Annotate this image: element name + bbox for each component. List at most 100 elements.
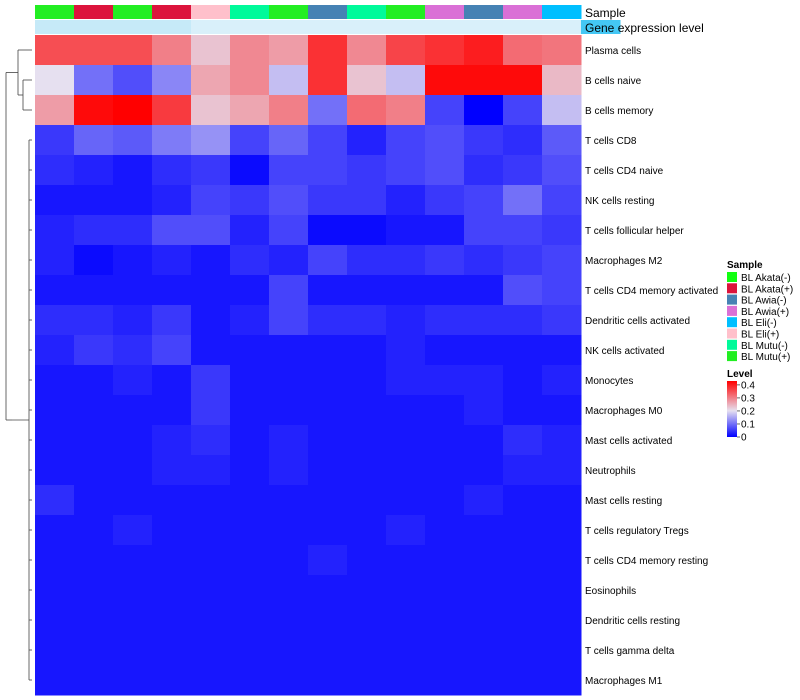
heatmap-cell [74,425,114,456]
sample-annotation-cell [503,5,543,19]
sample-legend-swatch [727,272,737,282]
heatmap-cell [74,245,114,276]
heatmap-cell [542,665,582,696]
heatmap-cell [35,215,75,246]
level-legend-title: Level [727,369,753,380]
heatmap-cell [269,605,309,636]
heatmap-cell [35,125,75,156]
heatmap-cell [113,335,153,366]
heatmap-cell [35,365,75,396]
heatmap-cell [152,425,192,456]
heatmap-cell [230,305,270,336]
heatmap-cell [230,665,270,696]
row-label: Eosinophils [585,586,636,597]
heatmap-cell [464,365,504,396]
heatmap-cell [542,485,582,516]
heatmap-cell [113,65,153,96]
heatmap-cell [269,575,309,606]
level-legend-tick-label: 0.4 [741,380,755,391]
heatmap-cell [152,125,192,156]
heatmap-cell [113,485,153,516]
sample-annotation-cell [464,5,504,19]
heatmap-cell [269,245,309,276]
sample-legend-label: BL Awia(-) [741,296,787,307]
heatmap-cell [191,605,231,636]
heatmap-cell [464,275,504,306]
heatmap-cell [191,185,231,216]
heatmap-cell [542,515,582,546]
heatmap-cell [542,155,582,186]
heatmap-cell [35,155,75,186]
heatmap-cell [74,95,114,126]
heatmap-cell [503,455,543,486]
heatmap-cell [308,95,348,126]
heatmap-cell [425,155,465,186]
sample-legend-label: BL Mutu(-) [741,341,788,352]
heatmap-cell [35,35,75,66]
heatmap-cell [503,545,543,576]
heatmap-cell [308,485,348,516]
heatmap-cell [464,485,504,516]
gene-expression-annotation-bar [35,20,621,34]
sample-legend-label: BL Eli(-) [741,318,777,329]
heatmap-cell [35,425,75,456]
row-label: NK cells resting [585,196,654,207]
heatmap-cell [269,35,309,66]
heatmap-cell [152,155,192,186]
heatmap-cell [464,605,504,636]
heatmap-cell [425,125,465,156]
heatmap-cell [425,185,465,216]
sample-annotation-bar [35,5,582,19]
heatmap-cell [269,95,309,126]
heatmap-cell [35,395,75,426]
heatmap-cell [308,155,348,186]
heatmap-cell [74,485,114,516]
heatmap-cell [464,545,504,576]
heatmap-cell [269,305,309,336]
heatmap-cell [503,485,543,516]
heatmap-cell [503,425,543,456]
heatmap-cell [542,305,582,336]
heatmap-cell [113,665,153,696]
level-legend-tick-label: 0.2 [741,406,755,417]
heatmap-cell [386,185,426,216]
sample-legend-swatch [727,317,737,328]
heatmap-cell [542,95,582,126]
sample-legend-label: BL Akata(-) [741,273,791,284]
heatmap-cell [191,35,231,66]
heatmap-cell [191,335,231,366]
heatmap-cell [113,515,153,546]
heatmap-cell [308,575,348,606]
heatmap-cell [386,455,426,486]
heatmap-cell [269,275,309,306]
heatmap-cell [308,665,348,696]
heatmap-cell [386,365,426,396]
heatmap-cell [347,35,387,66]
heatmap-cell [308,245,348,276]
row-label: Plasma cells [585,46,641,57]
gene-expression-annotation-cell [113,20,153,34]
sample-annotation-cell [386,5,426,19]
row-label: Mast cells resting [585,496,662,507]
level-legend: Level 0.4 0.3 0.2 0.1 0 [727,369,755,444]
heatmap-cell [152,35,192,66]
row-dendrogram [5,49,32,681]
heatmap-cell [425,485,465,516]
sample-annotation-cell [308,5,348,19]
heatmap-cell [386,515,426,546]
row-label: Mast cells activated [585,436,672,447]
heatmap-cell [35,455,75,486]
heatmap-cell [191,245,231,276]
heatmap-cell [464,575,504,606]
gene-expression-annotation-label: Gene expression level [585,21,704,35]
heatmap-cell [191,455,231,486]
heatmap-cell [230,125,270,156]
heatmap-cell [464,95,504,126]
heatmap-cell [152,545,192,576]
heatmap-cell [35,545,75,576]
sample-legend-swatch [727,305,737,316]
heatmap-cell [347,215,387,246]
heatmap-cell [35,65,75,96]
heatmap-cell [503,605,543,636]
heatmap-cell [386,65,426,96]
